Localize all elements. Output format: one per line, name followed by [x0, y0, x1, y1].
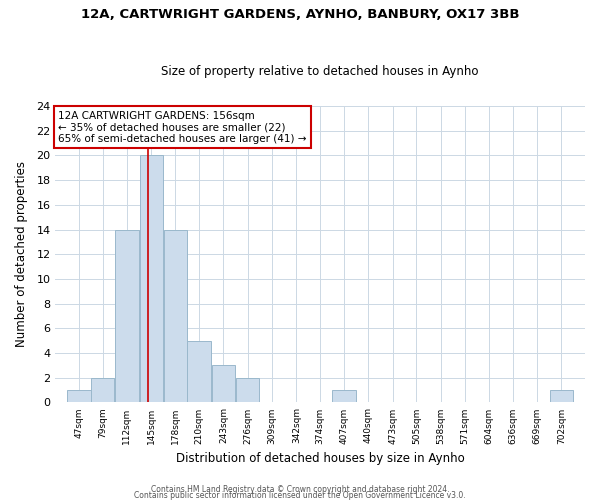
- Y-axis label: Number of detached properties: Number of detached properties: [15, 161, 28, 347]
- Bar: [332, 390, 356, 402]
- Text: Contains HM Land Registry data © Crown copyright and database right 2024.: Contains HM Land Registry data © Crown c…: [151, 485, 449, 494]
- Bar: [67, 390, 91, 402]
- Bar: [212, 366, 235, 403]
- Bar: [164, 230, 187, 402]
- Bar: [236, 378, 259, 402]
- Text: 12A, CARTWRIGHT GARDENS, AYNHO, BANBURY, OX17 3BB: 12A, CARTWRIGHT GARDENS, AYNHO, BANBURY,…: [81, 8, 519, 20]
- X-axis label: Distribution of detached houses by size in Aynho: Distribution of detached houses by size …: [176, 452, 464, 465]
- Bar: [140, 156, 163, 402]
- Text: Contains public sector information licensed under the Open Government Licence v3: Contains public sector information licen…: [134, 491, 466, 500]
- Text: 12A CARTWRIGHT GARDENS: 156sqm
← 35% of detached houses are smaller (22)
65% of : 12A CARTWRIGHT GARDENS: 156sqm ← 35% of …: [58, 110, 307, 144]
- Bar: [91, 378, 114, 402]
- Bar: [550, 390, 573, 402]
- Title: Size of property relative to detached houses in Aynho: Size of property relative to detached ho…: [161, 66, 479, 78]
- Bar: [187, 340, 211, 402]
- Bar: [115, 230, 139, 402]
